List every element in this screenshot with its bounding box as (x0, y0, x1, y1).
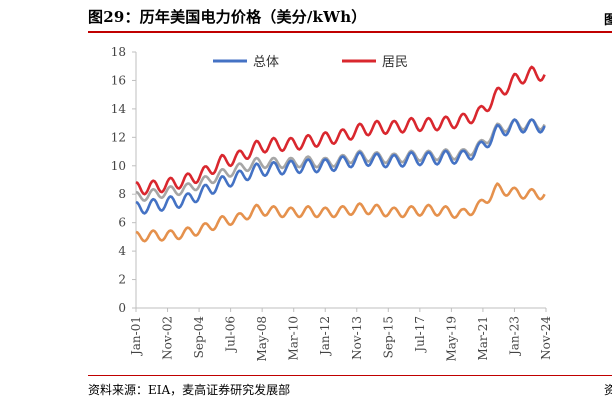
x-tick-label: Sep-15 (381, 316, 395, 358)
x-tick-label: Nov-02 (161, 316, 175, 360)
y-tick-label: 10 (111, 159, 126, 173)
x-tick-label: Nov-24 (539, 316, 553, 360)
next-figure-divider (604, 31, 612, 33)
legend-label: 总体 (253, 55, 279, 70)
y-tick-label: 16 (111, 73, 126, 87)
x-tick-label: Mar-21 (476, 316, 490, 361)
series-orange-line (135, 182, 546, 243)
series-total-line (135, 118, 546, 215)
x-tick-label: Nov-13 (350, 316, 364, 360)
next-figure-title-fragment: 图 (604, 13, 612, 28)
y-tick-label: 12 (111, 130, 126, 144)
x-tick-label: Jul-17 (413, 316, 427, 354)
next-figure-source-fragment: 资 (604, 383, 612, 397)
y-tick-label: 4 (118, 244, 126, 258)
y-tick-label: 8 (118, 187, 126, 201)
legend-label: 居民 (382, 55, 408, 70)
x-tick-label: Jan-12 (318, 316, 332, 357)
title-divider (88, 31, 612, 33)
y-tick-label: 14 (111, 102, 127, 116)
y-tick-label: 6 (118, 216, 126, 230)
x-tick-label: Sep-04 (192, 316, 206, 359)
y-tick-label: 18 (111, 45, 126, 59)
x-tick-label: May-08 (255, 316, 269, 362)
x-tick-label: Jan-01 (129, 316, 143, 357)
x-tick-label: Jan-23 (507, 316, 521, 357)
x-tick-label: Mar-10 (287, 316, 301, 361)
chart-title: 图29：历年美国电力价格（美分/kWh） (88, 8, 367, 26)
y-tick-label: 0 (118, 301, 126, 315)
series-residential-line (135, 65, 546, 196)
x-tick-label: Jul-06 (224, 316, 238, 354)
source-note: 资料来源：EIA，麦高证券研究发展部 (88, 383, 291, 397)
footer-divider (88, 375, 612, 376)
x-tick-label: May-19 (444, 316, 458, 362)
y-tick-label: 2 (118, 273, 126, 287)
